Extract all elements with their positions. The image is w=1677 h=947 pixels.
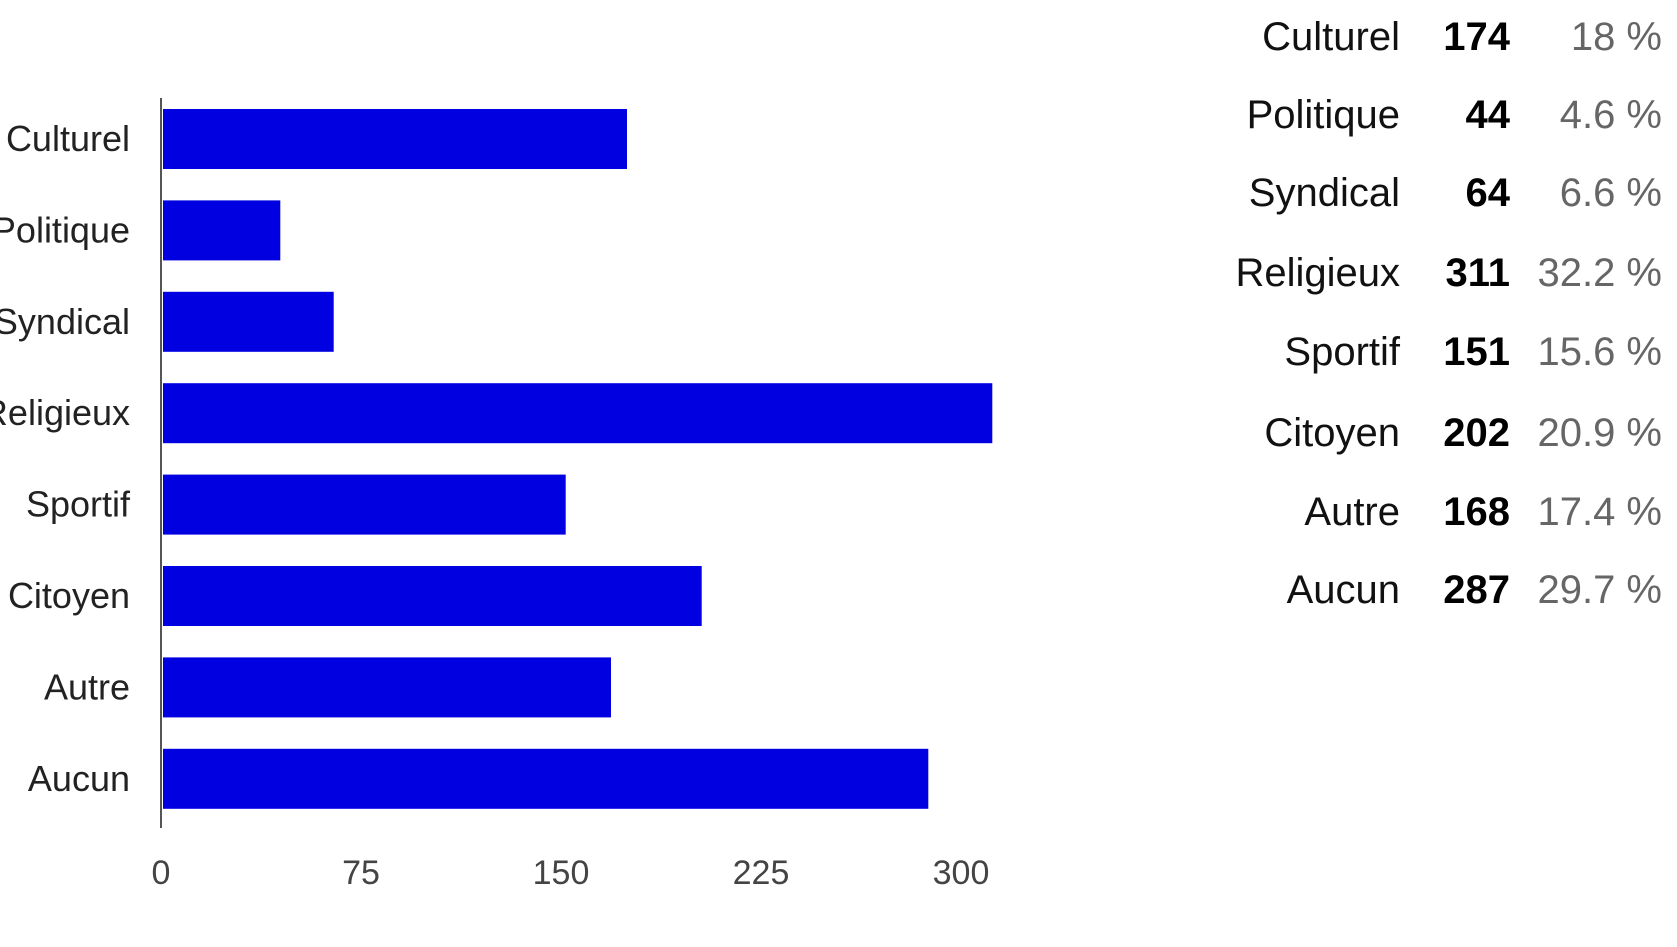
category-label: Syndical xyxy=(0,301,130,342)
x-tick-label: 300 xyxy=(933,854,990,892)
x-tick-label: 150 xyxy=(533,854,590,892)
bar-sportif xyxy=(163,474,566,535)
summary-row-percent: 15.6 % xyxy=(1537,330,1662,374)
summary-row-name: Politique xyxy=(1246,93,1400,137)
category-label: Culturel xyxy=(6,118,130,159)
category-label: Religieux xyxy=(0,392,130,433)
summary-row: Syndical 64 6.6 % xyxy=(1120,163,1670,223)
bars-layer xyxy=(163,109,993,809)
summary-row-name: Aucun xyxy=(1286,568,1400,612)
bar-syndical xyxy=(163,291,334,352)
x-tick-label: 225 xyxy=(733,854,790,892)
summary-row-name: Autre xyxy=(1304,490,1400,534)
category-label: Aucun xyxy=(28,758,130,799)
summary-row: Culturel 174 18 % xyxy=(1120,7,1670,67)
bar-religieux xyxy=(163,383,993,444)
bar-autre xyxy=(163,657,611,718)
category-label: Autre xyxy=(44,666,130,707)
summary-row-name: Religieux xyxy=(1235,251,1400,295)
summary-row: Sportif 151 15.6 % xyxy=(1120,322,1670,382)
summary-row: Religieux 311 32.2 % xyxy=(1120,243,1670,303)
category-label: Politique xyxy=(0,209,130,250)
summary-row-percent: 17.4 % xyxy=(1537,490,1662,534)
summary-row-name: Sportif xyxy=(1284,330,1400,374)
summary-row-percent: 18 % xyxy=(1570,15,1662,59)
bar-chart: Culturel Politique Syndical Religieux Sporti… xyxy=(0,98,993,892)
summary-row-percent: 6.6 % xyxy=(1559,171,1662,215)
summary-row-count: 174 xyxy=(1443,15,1510,59)
summary-row-count: 64 xyxy=(1465,171,1511,215)
bar-politique xyxy=(163,200,281,261)
summary-row-name: Citoyen xyxy=(1264,411,1400,455)
summary-row-count: 151 xyxy=(1443,330,1510,374)
summary-row-percent: 32.2 % xyxy=(1537,251,1662,295)
summary-row-percent: 20.9 % xyxy=(1537,411,1662,455)
summary-row-count: 311 xyxy=(1445,251,1510,295)
x-tick-label: 0 xyxy=(152,854,171,892)
summary-row-count: 44 xyxy=(1465,93,1511,137)
x-tick-labels: 0 75 150 225 300 xyxy=(152,854,990,892)
category-label: Citoyen xyxy=(8,575,130,616)
bar-citoyen xyxy=(163,566,702,626)
bar-aucun xyxy=(163,748,929,809)
summary-row: Autre 168 17.4 % xyxy=(1120,482,1670,542)
summary-row-count: 202 xyxy=(1443,411,1510,455)
summary-row-count: 168 xyxy=(1443,490,1510,534)
category-label: Sportif xyxy=(26,484,131,525)
summary-row: Politique 44 4.6 % xyxy=(1120,85,1670,145)
category-labels: Culturel Politique Syndical Religieux Sporti… xyxy=(0,118,131,799)
summary-row-name: Culturel xyxy=(1262,15,1400,59)
summary-row-count: 287 xyxy=(1443,568,1510,612)
summary-row-percent: 29.7 % xyxy=(1537,568,1662,612)
summary-row-name: Syndical xyxy=(1248,171,1400,215)
x-tick-label: 75 xyxy=(342,854,380,892)
summary-row: Aucun 287 29.7 % xyxy=(1120,560,1670,620)
summary-row: Citoyen 202 20.9 % xyxy=(1120,403,1670,463)
bar-culturel xyxy=(163,109,627,169)
summary-row-percent: 4.6 % xyxy=(1559,93,1662,137)
